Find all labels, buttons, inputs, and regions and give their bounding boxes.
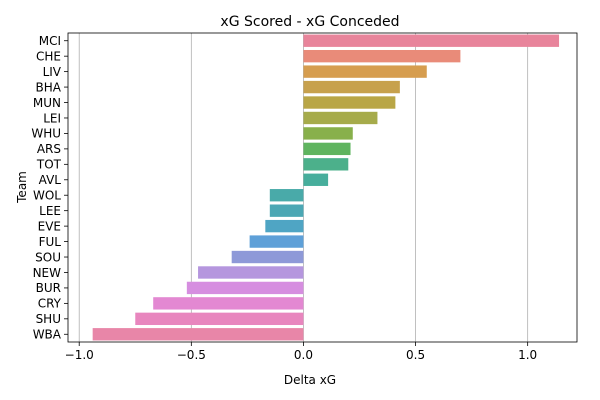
bar-wol [269, 189, 304, 202]
y-tick-label: ARS [37, 142, 61, 156]
bars [92, 34, 560, 341]
bar-mci [303, 34, 560, 47]
gridlines [78, 33, 529, 342]
bar-bur [186, 281, 304, 295]
y-tick-label: CHE [36, 49, 61, 63]
y-tick-label: FUL [39, 235, 62, 249]
y-tick-label: BUR [36, 281, 61, 295]
y-tick-label: NEW [33, 266, 62, 280]
bar-whu [303, 127, 353, 140]
bar-mun [303, 96, 396, 109]
bar-sou [231, 250, 304, 264]
bar-lee [269, 204, 304, 217]
bar-ful [249, 235, 304, 248]
plot-frame [67, 32, 578, 343]
y-tick-label: LEE [39, 204, 61, 218]
y-tick-label: SHU [36, 312, 61, 326]
bar-shu [135, 312, 304, 326]
y-tick-label: LIV [43, 65, 62, 79]
y-tick-label: MCI [39, 34, 61, 48]
chart-title: xG Scored - xG Conceded [220, 14, 399, 30]
bar-wba [92, 328, 304, 341]
bar-liv [303, 65, 427, 78]
bar-avl [303, 173, 329, 186]
y-tick-label: EVE [38, 219, 61, 233]
y-tick-label: TOT [36, 158, 62, 172]
y-tick-label: LEI [43, 111, 61, 125]
bar-eve [265, 219, 304, 233]
bar-che [303, 49, 461, 63]
x-tick-label: −1.0 [65, 348, 94, 362]
y-tick-label: WBA [33, 328, 62, 342]
y-tick-label: SOU [35, 250, 61, 264]
y-tick-label: WOL [33, 189, 61, 203]
y-tick-label: AVL [39, 173, 62, 187]
y-tick-label: WHU [31, 127, 61, 141]
bar-ars [303, 142, 351, 156]
y-tick-label: MUN [33, 96, 61, 110]
y-tick-label: BHA [36, 80, 62, 94]
y-tick-label: CRY [38, 297, 62, 311]
bar-tot [303, 158, 349, 171]
axes-frame [67, 32, 578, 343]
x-ticks: −1.0 −0.5 0.0 0.5 1.0 [65, 342, 537, 362]
x-tick-label: 1.0 [518, 348, 537, 362]
x-axis-label: Delta xG [284, 373, 336, 387]
bar-new [198, 266, 304, 279]
x-tick-label: 0.5 [406, 348, 425, 362]
x-tick-label: −0.5 [177, 348, 206, 362]
bar-bha [303, 80, 400, 94]
y-axis-label: Team [15, 171, 29, 204]
bar-lei [303, 111, 378, 125]
bar-cry [153, 297, 304, 310]
x-tick-label: 0.0 [294, 348, 313, 362]
